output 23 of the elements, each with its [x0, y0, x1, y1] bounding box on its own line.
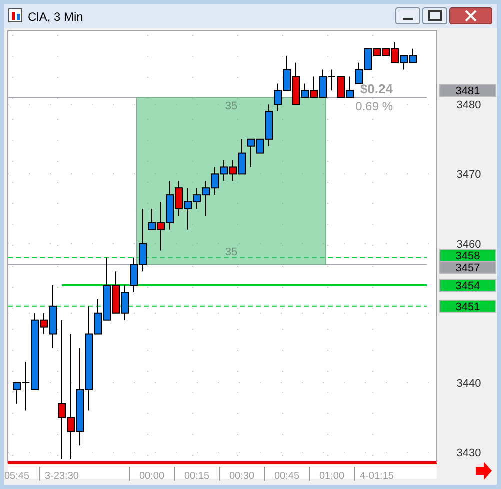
- ref-line-label: 3458: [456, 250, 480, 263]
- x-tick-label: 05:45: [4, 471, 30, 482]
- x-tick-label: 00:30: [229, 471, 255, 482]
- y-tick-label: 3430: [456, 448, 482, 460]
- ref-line-label: 3481: [456, 86, 480, 98]
- x-tick-label: 00:15: [184, 471, 210, 482]
- x-tick-label: 4-01:15: [360, 471, 394, 482]
- annotation: $0.24: [360, 82, 394, 97]
- y-tick-label: 3470: [456, 169, 482, 182]
- annotation: 35: [225, 246, 238, 259]
- y-tick-label: 3480: [456, 100, 482, 112]
- annotation: 35: [225, 100, 238, 113]
- annotation: 0.69 %: [356, 100, 394, 114]
- ref-line-label: 3454: [456, 280, 480, 293]
- y-tick-label: 3440: [456, 378, 482, 390]
- x-tick-label: 00:00: [139, 471, 165, 482]
- chart-title: ClA, 3 Min: [28, 10, 84, 24]
- y-tick-label: 3460: [456, 238, 482, 251]
- x-tick-label: 00:45: [274, 471, 300, 482]
- x-tick-label: 01:00: [319, 471, 345, 482]
- ref-line-label: 3451: [456, 301, 480, 314]
- x-tick-label: 3-23:30: [45, 471, 80, 482]
- ref-line-label: 3457: [456, 262, 480, 275]
